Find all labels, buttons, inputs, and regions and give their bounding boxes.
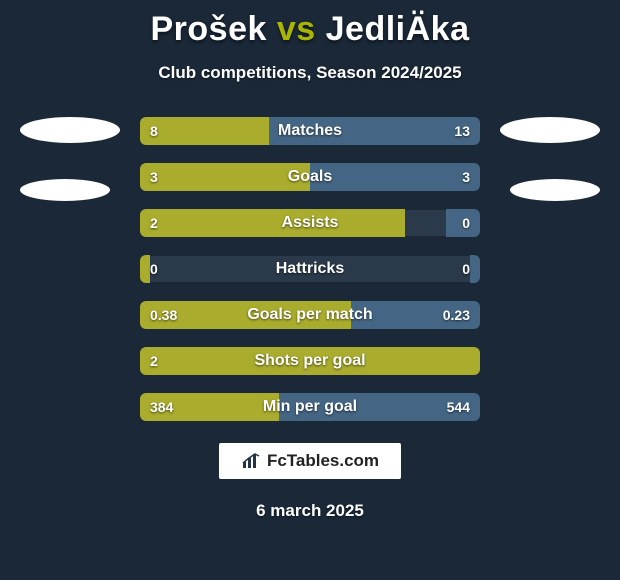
player1-name: Prošek [151, 10, 267, 48]
bar-value-left: 0.38 [150, 307, 177, 323]
brand-box: FcTables.com [219, 443, 401, 479]
bar-right-fill [470, 255, 480, 283]
stat-bar: Hattricks0 0 [140, 255, 480, 283]
bar-left-fill [140, 255, 150, 283]
bar-left-fill [140, 347, 480, 375]
bar-value-left: 8 [150, 123, 158, 139]
bar-value-right: 0.23 [443, 307, 470, 323]
bar-value-right: 0 [462, 215, 470, 231]
stat-bar: Goals per match0.380.23 [140, 301, 480, 329]
bar-value-left: 384 [150, 399, 173, 415]
vs-word: vs [277, 10, 316, 48]
stat-bar: Assists20 [140, 209, 480, 237]
main-row: Matches813Goals33Assists20Hattricks00Goa… [0, 117, 620, 421]
left-ellipse-2 [20, 179, 110, 201]
bar-right-fill [310, 163, 480, 191]
subtitle: Club competitions, Season 2024/2025 [158, 63, 461, 83]
bar-left-fill [140, 209, 405, 237]
bar-value-left: 2 [150, 353, 158, 369]
stat-bar: Matches813 [140, 117, 480, 145]
bar-value-right: 544 [447, 399, 470, 415]
stat-bar: Shots per goal2 [140, 347, 480, 375]
bar-label: Hattricks [140, 260, 480, 278]
date: 6 march 2025 [256, 501, 364, 521]
bar-value-left: 3 [150, 169, 158, 185]
stat-bar: Goals33 [140, 163, 480, 191]
bar-value-left: 0 [150, 261, 158, 277]
bar-right-fill [269, 117, 480, 145]
bar-left-fill [140, 163, 310, 191]
comparison-card: Prošek vs JedliÄka Club competitions, Se… [0, 0, 620, 580]
left-logo-col [10, 117, 120, 201]
right-ellipse-2 [510, 179, 600, 201]
brand-text: FcTables.com [267, 451, 379, 471]
bar-value-right: 13 [454, 123, 470, 139]
stat-bar: Min per goal384544 [140, 393, 480, 421]
stat-bars: Matches813Goals33Assists20Hattricks00Goa… [140, 117, 480, 421]
brand-icon [241, 452, 261, 470]
left-ellipse-1 [20, 117, 120, 143]
right-logo-col [500, 117, 610, 201]
bar-left-fill [140, 117, 269, 145]
player2-name: JedliÄka [326, 10, 470, 48]
right-ellipse-1 [500, 117, 600, 143]
vs-title: Prošek vs JedliÄka [151, 10, 470, 49]
bar-value-right: 0 [462, 261, 470, 277]
bar-value-right: 3 [462, 169, 470, 185]
bar-value-left: 2 [150, 215, 158, 231]
